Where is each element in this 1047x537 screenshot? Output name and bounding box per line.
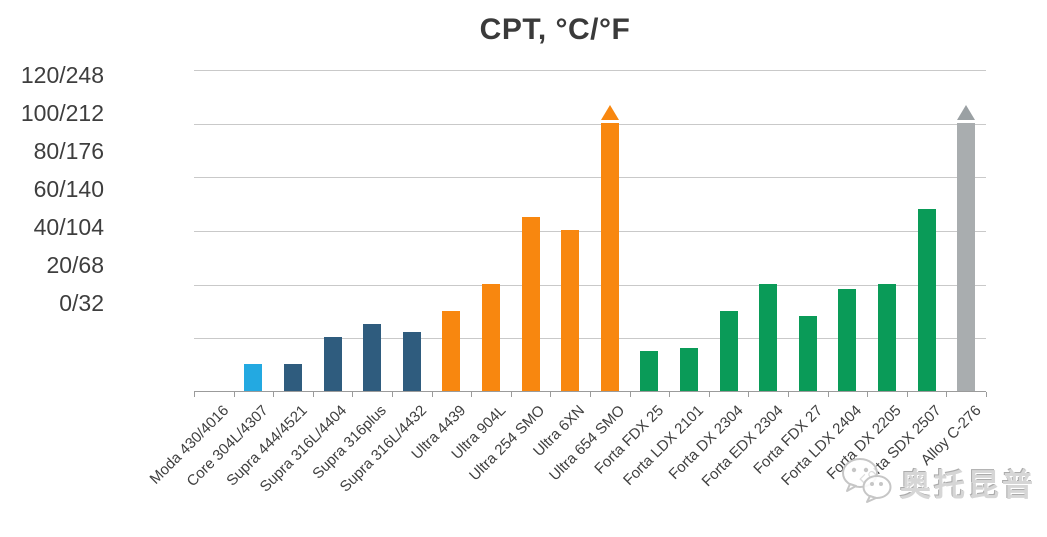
x-axis-tick [669, 392, 671, 397]
bar-ultra-254-smo [521, 216, 540, 391]
x-axis-tick [629, 392, 631, 397]
y-tick-label: 0/32 [59, 290, 104, 316]
x-axis-tick [590, 392, 591, 397]
x-axis-tick [312, 392, 314, 397]
gridline-100 [194, 123, 986, 125]
exceeds-scale-arrow-icon [600, 104, 619, 120]
watermark-text: 奥托昆普 [900, 468, 1036, 503]
x-axis-tick [986, 392, 987, 397]
wechat-bubbles-icon [840, 454, 896, 511]
gridline-80 [194, 177, 986, 179]
y-tick-label: 120/248 [20, 62, 104, 88]
y-axis-tick-labels: 120/248 100/212 80/176 60/140 40/104 20/68 0/3… [0, 56, 104, 322]
bar-forta-fdx-27 [798, 315, 817, 391]
bar-supra-316l-4432 [402, 331, 421, 391]
gridline-120 [194, 70, 986, 71]
bar-supra-316l-4404 [323, 337, 342, 391]
y-tick-label: 80/176 [33, 138, 104, 164]
x-axis-tick [510, 392, 512, 397]
x-axis-tick [827, 392, 829, 397]
bar-forta-dx-2205 [878, 283, 896, 391]
bar-forta-edx-2304 [759, 283, 778, 391]
bar-core-304l-4307 [244, 364, 263, 391]
bar-ultra-4439 [442, 310, 461, 391]
bar-forta-ldx-2404 [838, 289, 857, 391]
watermark: 奥托昆普 [840, 454, 1036, 511]
x-axis-tick [392, 392, 393, 397]
bar-ultra-6xn [561, 230, 580, 391]
y-tick-label: 60/140 [33, 176, 104, 202]
chart-title: CPT, °C/°F [479, 13, 631, 46]
x-axis-tick [788, 392, 789, 397]
bar-supra-444-4521 [284, 364, 302, 391]
bar-forta-ldx-2101 [680, 348, 698, 391]
y-tick-label: 100/212 [20, 100, 104, 126]
x-axis-tick [946, 392, 948, 397]
plot-area [194, 70, 987, 397]
bar-forta-dx-2304 [719, 310, 738, 391]
x-axis-tick [352, 392, 354, 397]
x-axis-tick [748, 392, 750, 397]
bar-ultra-904l [482, 283, 500, 391]
bar-ultra-654-smo [600, 122, 619, 391]
x-axis-tick [867, 392, 869, 397]
x-axis-tick [708, 392, 710, 397]
bar-forta-sdx-2507 [917, 208, 936, 391]
x-axis-tick [906, 392, 908, 397]
bar-alloy-c-276 [957, 122, 976, 391]
bar-supra-316plus [363, 323, 382, 391]
x-axis-line [194, 391, 986, 392]
exceeds-scale-arrow-icon [957, 104, 976, 120]
gridline-40 [194, 284, 986, 286]
x-axis-tick [431, 392, 433, 397]
gridline-60 [194, 231, 986, 232]
x-axis-tick [550, 392, 552, 397]
x-axis-tick [273, 392, 275, 397]
y-tick-label: 40/104 [33, 214, 104, 240]
y-tick-label: 20/68 [46, 252, 104, 278]
gridline-20 [194, 338, 986, 340]
bar-forta-fdx-25 [640, 350, 659, 391]
x-axis-tick [233, 392, 235, 397]
x-axis-tick [471, 392, 473, 397]
x-axis-tick [194, 392, 195, 397]
